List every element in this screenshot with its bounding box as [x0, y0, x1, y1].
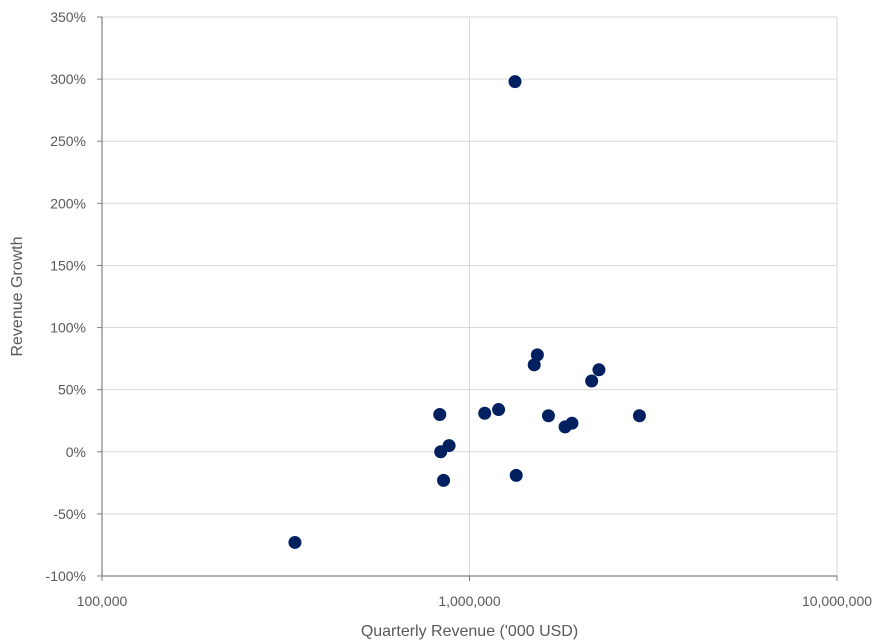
axes [97, 16, 838, 581]
y-tick-label: 300% [50, 71, 86, 87]
data-point [509, 468, 523, 482]
y-tick-label: -100% [46, 568, 86, 584]
x-tick-label: 10,000,000 [802, 593, 872, 609]
data-point [442, 439, 456, 453]
y-tick-label: 150% [50, 257, 86, 273]
y-tick-label: 100% [50, 320, 86, 336]
x-axis-title: Quarterly Revenue ('000 USD) [361, 623, 578, 640]
y-tick-label: 250% [50, 133, 86, 149]
y-axis-title: Revenue Growth [9, 236, 26, 356]
x-tick-label: 100,000 [77, 593, 128, 609]
data-point [508, 75, 522, 89]
data-point [437, 473, 451, 487]
data-point [632, 409, 646, 423]
y-tick-label: -50% [53, 506, 86, 522]
data-point [541, 409, 555, 423]
data-points [288, 75, 646, 549]
y-tick-label: 0% [66, 444, 86, 460]
data-point [433, 408, 447, 422]
data-point [492, 403, 506, 417]
data-point [585, 374, 599, 388]
data-point [592, 363, 606, 377]
data-point [478, 406, 492, 420]
gridlines [102, 16, 838, 576]
data-point [288, 535, 302, 549]
data-point [527, 358, 541, 372]
y-tick-label: 50% [58, 382, 86, 398]
y-tick-label: 200% [50, 195, 86, 211]
data-point [565, 416, 579, 430]
data-point [530, 348, 544, 362]
y-tick-label: 350% [50, 9, 86, 25]
x-tick-labels: 100,000 1,000,000 10,000,000 [77, 593, 873, 609]
x-tick-label: 1,000,000 [438, 593, 500, 609]
y-tick-labels: -100% -50% 0% 50% 100% 150% 200% 250% 300% 350% [46, 9, 86, 584]
